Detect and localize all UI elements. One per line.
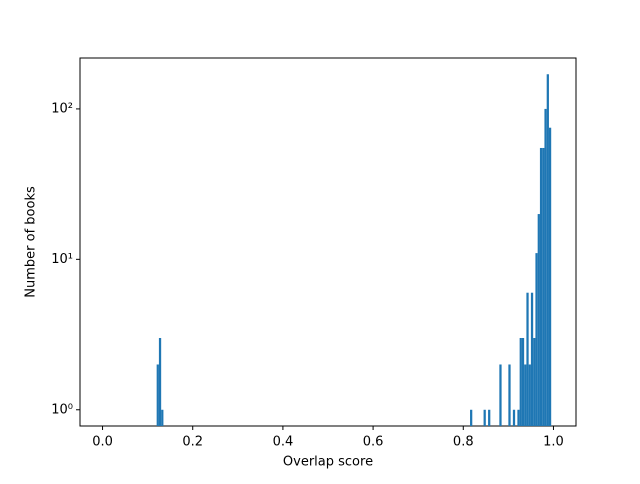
- bar: [521, 337, 525, 426]
- bar: [533, 337, 536, 426]
- bar: [548, 127, 552, 426]
- y-tick-label: 10⁰: [51, 402, 73, 417]
- bar: [470, 409, 473, 426]
- x-tick-label: 0.0: [92, 435, 113, 450]
- bar: [483, 409, 486, 426]
- bar: [535, 253, 538, 426]
- plot-frame: [79, 57, 577, 427]
- bar: [546, 74, 549, 426]
- x-tick-label: 1.0: [543, 435, 564, 450]
- bar: [544, 108, 547, 426]
- bar: [542, 147, 545, 426]
- bar: [524, 364, 527, 426]
- y-tick-label: 10²: [51, 101, 73, 116]
- bars: [156, 74, 552, 426]
- bar: [158, 337, 162, 426]
- bar: [517, 409, 520, 426]
- bar: [161, 409, 164, 426]
- bar: [512, 409, 516, 426]
- x-tick-label: 0.2: [182, 435, 203, 450]
- bar: [519, 337, 522, 426]
- bar: [526, 292, 529, 426]
- bar: [528, 364, 531, 426]
- x-tick-label: 0.4: [273, 435, 294, 450]
- x-axis-label: Overlap score: [283, 455, 373, 470]
- bar: [508, 364, 511, 426]
- y-tick-label: 10¹: [51, 252, 73, 267]
- y-axis-label: Number of books: [24, 186, 39, 298]
- bar: [537, 214, 540, 426]
- bar: [499, 364, 502, 426]
- x-tick-label: 0.8: [453, 435, 474, 450]
- bar: [156, 364, 159, 426]
- bar: [488, 409, 491, 426]
- x-tick-label: 0.6: [363, 435, 384, 450]
- bar: [539, 147, 543, 426]
- bar: [530, 292, 534, 426]
